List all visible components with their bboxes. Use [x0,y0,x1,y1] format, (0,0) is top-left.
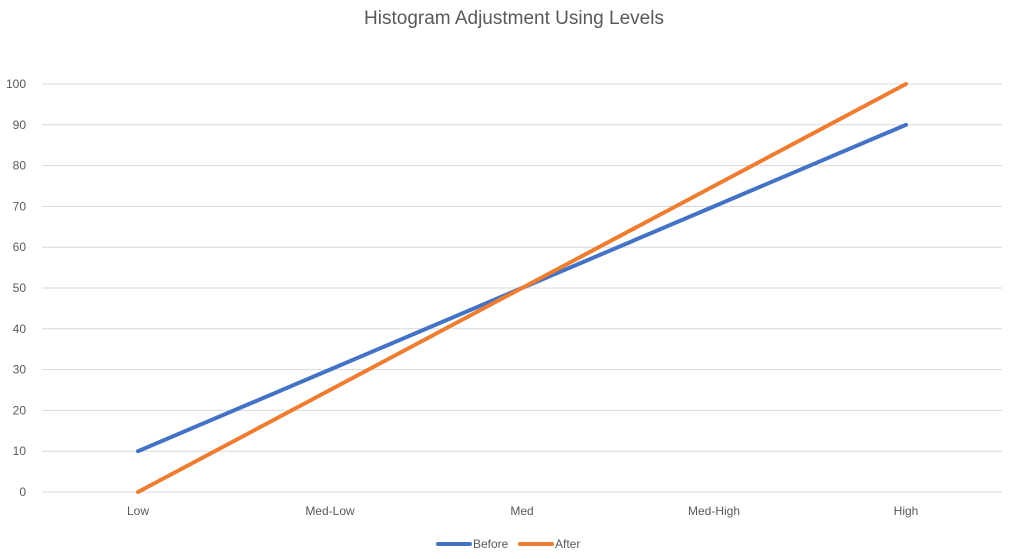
legend-label-before: Before [473,537,509,551]
y-tick-label: 60 [13,240,27,254]
y-tick-label: 80 [13,159,27,173]
y-tick-label: 100 [6,77,26,91]
y-tick-label: 20 [13,403,27,417]
series-line-after [136,82,908,494]
x-tick-label: Med-High [688,504,740,518]
chart-title: Histogram Adjustment Using Levels [364,8,664,29]
y-tick-label: 50 [13,281,27,295]
x-tick-label: High [894,504,919,518]
y-tick-label: 70 [13,199,27,213]
x-tick-label: Low [127,504,149,518]
legend: Before After [436,537,580,551]
y-axis-ticks: 0 10 20 30 40 50 60 70 80 90 100 [6,77,26,499]
y-tick-label: 90 [13,118,27,132]
series-lines [136,82,908,494]
y-tick-label: 30 [13,363,27,377]
y-tick-label: 10 [13,444,27,458]
x-tick-label: Med [510,504,533,518]
x-axis-ticks: Low Med-Low Med Med-High High [127,504,918,518]
y-tick-label: 40 [13,322,27,336]
y-tick-label: 0 [19,485,26,499]
legend-label-after: After [555,537,580,551]
x-tick-label: Med-Low [305,504,355,518]
